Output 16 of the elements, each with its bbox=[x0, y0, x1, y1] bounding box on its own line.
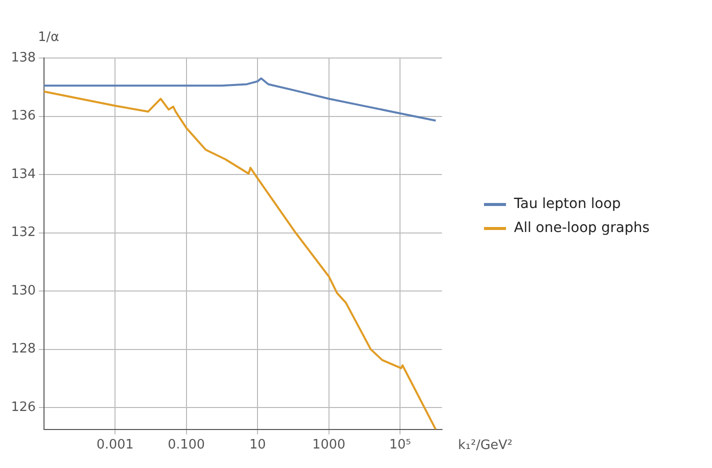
legend-label: Tau lepton loop bbox=[514, 196, 621, 212]
y-tick-label: 126 bbox=[10, 400, 36, 415]
x-tick-label: 10 bbox=[249, 438, 266, 453]
y-tick-label: 130 bbox=[10, 283, 36, 298]
y-tick-label: 136 bbox=[10, 108, 36, 124]
x-axis-title: k₁²/GeV² bbox=[458, 438, 513, 453]
legend-label: All one-loop graphs bbox=[514, 220, 650, 236]
y-axis-title: 1/α bbox=[38, 30, 60, 45]
x-tick-label: 0.001 bbox=[96, 438, 134, 453]
y-tick-label: 128 bbox=[10, 342, 36, 357]
x-tick-label: 10⁵ bbox=[389, 438, 411, 453]
x-tick-label: 1000 bbox=[312, 438, 346, 453]
y-tick-label: 132 bbox=[10, 225, 36, 240]
x-tick-label: 0.100 bbox=[168, 438, 205, 453]
y-tick-label: 134 bbox=[10, 166, 36, 182]
y-tick-label: 138 bbox=[10, 50, 36, 66]
